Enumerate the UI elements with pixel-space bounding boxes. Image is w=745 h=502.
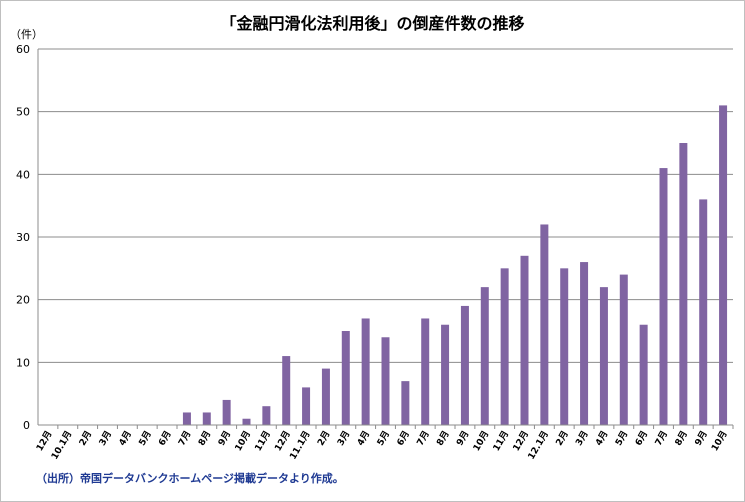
x-tick-label: 3月 bbox=[97, 429, 114, 448]
x-tick-label: 5月 bbox=[375, 429, 392, 448]
x-tick-label: 3月 bbox=[574, 429, 591, 448]
x-tick-label: 8月 bbox=[196, 429, 213, 448]
x-tick-label: 2月 bbox=[554, 429, 571, 448]
y-axis-unit-label: （件） bbox=[10, 28, 43, 41]
x-tick-label: 9月 bbox=[693, 429, 710, 448]
bar bbox=[302, 387, 311, 425]
bar bbox=[460, 305, 469, 425]
y-tick-label: 40 bbox=[16, 168, 30, 181]
x-tick-label: 12月 bbox=[34, 429, 54, 453]
bar bbox=[381, 337, 390, 425]
x-tick-label: 6月 bbox=[395, 429, 412, 448]
bar bbox=[341, 331, 350, 425]
x-tick-label: 5月 bbox=[613, 429, 630, 448]
x-tick-label: 7月 bbox=[653, 429, 670, 448]
x-tick-label: 9月 bbox=[454, 429, 471, 448]
x-tick-label: 2月 bbox=[315, 429, 332, 448]
x-tick-label: 7月 bbox=[415, 429, 432, 448]
bars bbox=[182, 105, 728, 426]
bar bbox=[599, 287, 608, 425]
bar bbox=[421, 318, 430, 425]
y-tick-label: 50 bbox=[16, 106, 30, 119]
x-tick-label: 12月 bbox=[273, 429, 293, 453]
bar bbox=[500, 268, 509, 425]
bar bbox=[262, 406, 271, 425]
bar bbox=[401, 381, 410, 425]
bar bbox=[202, 412, 211, 425]
bar bbox=[182, 412, 191, 425]
y-tick-label: 0 bbox=[23, 419, 30, 432]
bar bbox=[540, 224, 549, 425]
y-tick-label: 30 bbox=[16, 231, 30, 244]
x-tick-label: 9月 bbox=[216, 429, 233, 448]
x-tick-label: 5月 bbox=[137, 429, 154, 448]
x-tick-label: 4月 bbox=[593, 429, 610, 448]
bar bbox=[719, 105, 728, 426]
bar bbox=[282, 356, 291, 425]
bar bbox=[619, 274, 628, 425]
x-tick-label: 8月 bbox=[435, 429, 452, 448]
bar bbox=[361, 318, 370, 425]
bar bbox=[242, 418, 251, 425]
bar bbox=[441, 324, 450, 425]
x-tick-label: 4月 bbox=[355, 429, 372, 448]
bar bbox=[222, 399, 231, 425]
x-tick-label: 8月 bbox=[673, 429, 690, 448]
x-tick-label: 3月 bbox=[335, 429, 352, 448]
x-tick-label: 6月 bbox=[157, 429, 174, 448]
y-tick-label: 60 bbox=[16, 43, 30, 56]
bar bbox=[580, 262, 589, 425]
x-tick-label: 4月 bbox=[117, 429, 134, 448]
y-tick-label: 10 bbox=[16, 356, 30, 369]
y-axis: 0 10 20 30 40 50 60 bbox=[16, 43, 39, 432]
bar bbox=[659, 168, 668, 426]
source-note: （出所）帝国データバンクホームページ掲載データより作成。 bbox=[36, 472, 344, 485]
chart-title: 「金融円滑化法利用後」の倒産件数の推移 bbox=[220, 14, 525, 33]
x-tick-label: 11月 bbox=[491, 429, 511, 453]
bar bbox=[480, 287, 489, 425]
bar bbox=[679, 143, 688, 425]
x-tick-label: 11月 bbox=[253, 429, 273, 453]
bar bbox=[520, 255, 529, 425]
y-tick-label: 20 bbox=[16, 294, 30, 307]
x-tick-label: 12月 bbox=[511, 429, 531, 453]
x-tick-label: 7月 bbox=[176, 429, 193, 448]
x-tick-label: 2月 bbox=[77, 429, 94, 448]
bar bbox=[560, 268, 569, 425]
x-tick-label: 6月 bbox=[633, 429, 650, 448]
x-tick-label: 10月 bbox=[471, 429, 491, 453]
bar bbox=[699, 199, 708, 425]
bar bbox=[321, 368, 330, 425]
bar bbox=[639, 324, 648, 425]
x-tick-label: 10月 bbox=[709, 429, 729, 453]
x-tick-label: 10月 bbox=[233, 429, 253, 453]
